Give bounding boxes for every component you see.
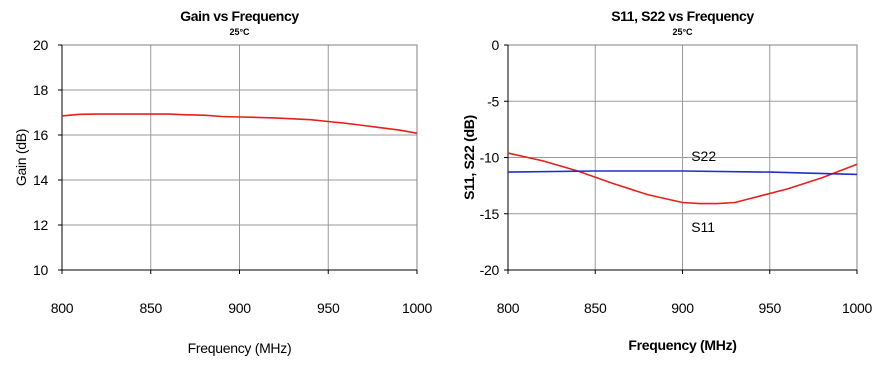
chart-subtitle: 25°C (229, 27, 250, 37)
y-axis-label: Gain (dB) (13, 129, 29, 186)
annotation-s22: S22 (691, 148, 716, 164)
x-axis-label: Frequency (MHz) (628, 337, 736, 353)
y-tick-label: 16 (33, 127, 48, 143)
x-tick-label: 900 (671, 300, 694, 316)
chart-title: S11, S22 vs Frequency (611, 8, 754, 24)
x-tick-label: 850 (140, 300, 163, 316)
x-tick-label: 850 (584, 300, 607, 316)
y-tick-label: 0 (492, 37, 500, 53)
y-tick-label: 14 (33, 172, 48, 188)
annotation-s11: S11 (691, 219, 715, 235)
y-tick-label: -15 (480, 206, 500, 222)
y-tick-label: 12 (33, 217, 48, 233)
y-tick-label: 10 (33, 262, 48, 278)
y-axis-label: S11, S22 (dB) (461, 115, 477, 200)
y-tick-label: -5 (487, 93, 499, 109)
x-tick-label: 1000 (402, 300, 432, 316)
chart-1: Gain vs Frequency 25°C 10 12 14 16 18 20 800 850 9… (13, 8, 433, 356)
x-tick-label: 1000 (842, 300, 872, 316)
x-tick-label: 800 (497, 300, 520, 316)
x-tick-label: 900 (228, 300, 251, 316)
x-tick-label: 950 (317, 300, 340, 316)
chart-subtitle: 25°C (672, 27, 693, 37)
y-tick-label: -10 (480, 150, 500, 166)
s22-series-line (507, 170, 858, 176)
y-tick-label: 20 (33, 37, 48, 53)
x-tick-label: 950 (759, 300, 782, 316)
chart-2: S11, S22 vs Frequency 25°C -20 -15 -10 -5 0 800… (461, 8, 873, 353)
y-tick-label: 18 (33, 82, 48, 98)
x-tick-label: 800 (51, 300, 74, 316)
y-tick-label: -20 (480, 262, 500, 278)
chart-title: Gain vs Frequency (180, 8, 299, 24)
x-axis-label: Frequency (MHz) (188, 340, 292, 356)
gain-series-line (61, 113, 418, 134)
